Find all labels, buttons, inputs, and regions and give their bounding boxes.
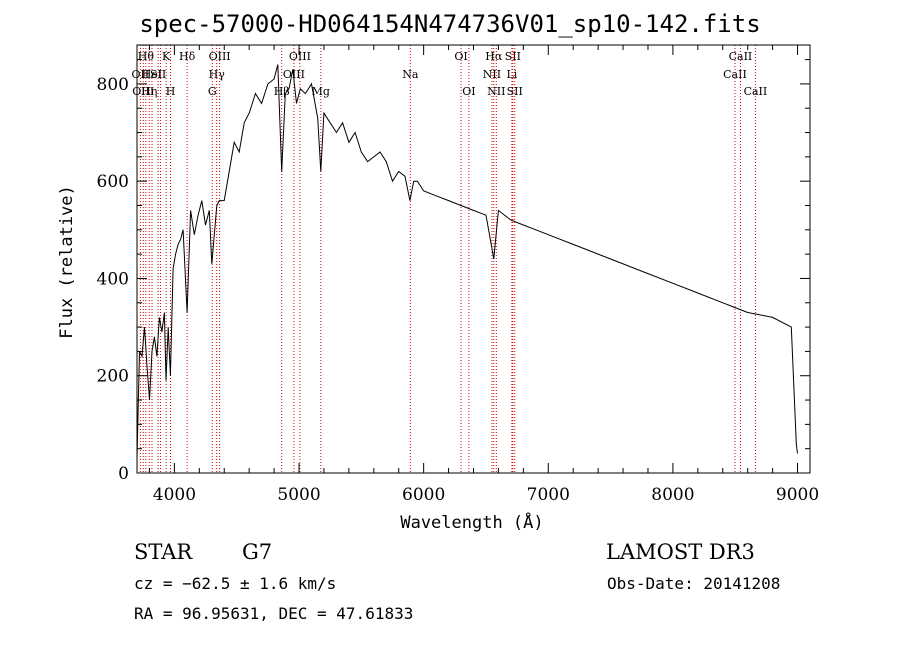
line-label: Na xyxy=(402,68,419,81)
line-label: OIII xyxy=(132,85,154,98)
line-label: K xyxy=(162,50,171,63)
line-label: SII xyxy=(150,68,166,81)
axes: 4000 5000 6000 7000 8000 9000 0 200 400 600 800 xyxy=(97,44,819,505)
spectrum-line xyxy=(136,64,798,459)
spectrum-series xyxy=(136,64,798,459)
coordinates: RA = 96.95631, DEC = 47.61833 xyxy=(134,604,414,623)
observation-date: Obs-Date: 20141208 xyxy=(607,574,781,593)
line-label: CaII xyxy=(723,68,747,81)
x-axis-label: Wavelength (Å) xyxy=(400,511,543,533)
line-label: Hγ xyxy=(209,68,226,81)
line-label: CaII xyxy=(744,85,768,98)
line-label: Hδ xyxy=(179,50,196,63)
redshift-cz: cz = −62.5 ± 1.6 km/s xyxy=(134,574,337,593)
line-label: NII xyxy=(487,85,505,98)
chart-title: spec-57000-HD064154N474736V01_sp10-142.f… xyxy=(139,10,761,38)
line-label: Li xyxy=(506,68,517,81)
line-label: SII xyxy=(505,50,521,63)
y-tick-label: 400 xyxy=(97,269,129,289)
line-label: H xyxy=(166,85,176,98)
x-tick-label: 6000 xyxy=(402,485,445,505)
plot-frame xyxy=(136,44,811,474)
line-label: HeI xyxy=(142,68,162,81)
line-label: SII xyxy=(507,85,523,98)
line-label: Hα xyxy=(485,50,503,63)
line-label: Hη xyxy=(141,85,157,98)
line-label: G xyxy=(208,85,217,98)
survey-name: LAMOST DR3 xyxy=(606,540,755,564)
y-tick-label: 800 xyxy=(97,75,129,95)
line-label: OIII xyxy=(209,50,231,63)
y-tick-label: 600 xyxy=(97,172,129,192)
x-tick-label: 7000 xyxy=(527,485,570,505)
line-label: OIII xyxy=(289,50,311,63)
y-tick-label: 0 xyxy=(118,464,129,484)
object-subclass: G7 xyxy=(242,540,273,564)
line-label: OIII xyxy=(283,68,305,81)
y-tick-label: 200 xyxy=(97,367,129,387)
object-class: STAR xyxy=(134,540,193,564)
x-tick-label: 5000 xyxy=(277,485,320,505)
emission-lines: OIIOIIIHθHηHeISIIKHHδGHγOIIIHβOIIIOIIIMg… xyxy=(132,45,768,473)
line-label: CaII xyxy=(729,50,753,63)
x-tick-label: 8000 xyxy=(651,485,694,505)
line-label: OII xyxy=(132,68,150,81)
y-axis-label: Flux (relative) xyxy=(57,185,77,339)
line-label: Mg xyxy=(312,85,330,98)
line-label: OI xyxy=(454,50,467,63)
x-tick-label: 9000 xyxy=(776,485,819,505)
line-label: OI xyxy=(462,85,475,98)
line-label: NII xyxy=(483,68,501,81)
x-tick-label: 4000 xyxy=(153,485,196,505)
